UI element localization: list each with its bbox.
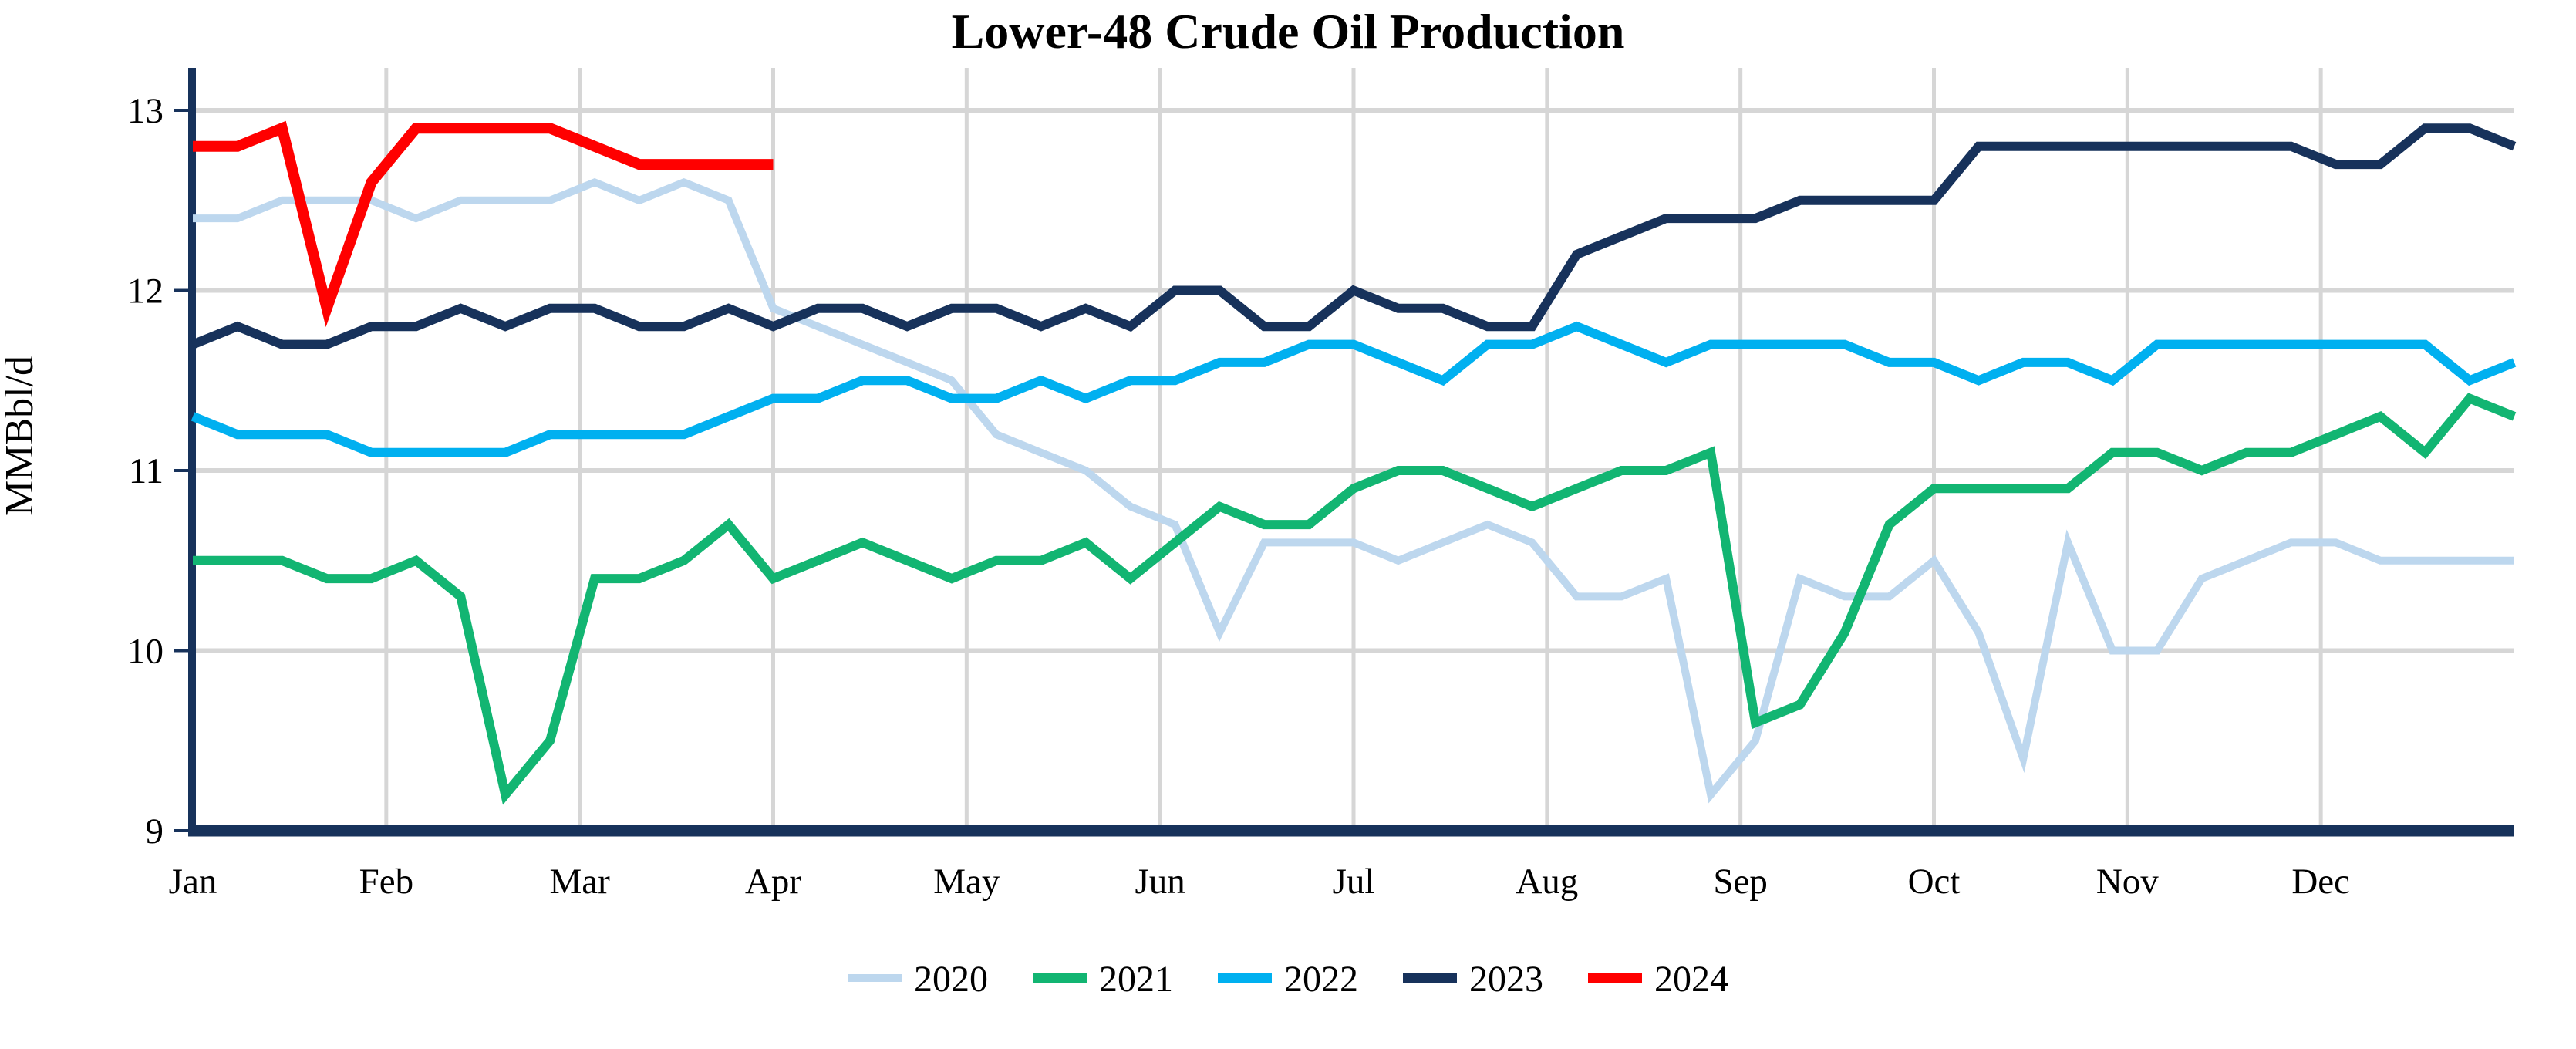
label-layer: Lower-48 Crude Oil Production MMBbl/d 13…: [0, 4, 2350, 902]
legend: 2020 2021 2022 2023 2024: [848, 959, 1728, 1000]
legend-item-2022: 2022: [1218, 959, 1358, 1000]
x-tick-label-Jul: Jul: [1333, 862, 1375, 902]
legend-item-2023: 2023: [1403, 959, 1543, 1000]
series-line-2020: [193, 178, 2514, 804]
y-tick-label-9: 9: [146, 811, 164, 852]
y-tick-label-13: 13: [127, 91, 164, 131]
x-tick-label-Jan: Jan: [169, 862, 217, 902]
legend-label-2021: 2021: [1099, 959, 1173, 1000]
series-line-2023: [191, 123, 2517, 349]
series-line-2024: [193, 120, 774, 328]
series-line-2021: [193, 393, 2517, 805]
legend-item-2020: 2020: [848, 959, 988, 1000]
x-tick-label-Oct: Oct: [1908, 862, 1961, 902]
grid-layer: [193, 68, 2514, 831]
x-tick-label-Feb: Feb: [359, 862, 414, 902]
x-tick-label-Mar: Mar: [550, 862, 611, 902]
legend-label-2022: 2022: [1284, 959, 1358, 1000]
x-tick-label-Sep: Sep: [1713, 862, 1768, 902]
legend-item-2021: 2021: [1033, 959, 1173, 1000]
chart-title: Lower-48 Crude Oil Production: [952, 4, 1625, 59]
y-tick-label-12: 12: [127, 272, 164, 312]
legend-item-2024: 2024: [1588, 959, 1728, 1000]
series-layer: [191, 120, 2517, 805]
axis-layer: [174, 68, 2514, 837]
series-line-2022: [191, 321, 2517, 457]
x-tick-label-Jun: Jun: [1135, 862, 1185, 902]
y-axis-title: MMBbl/d: [0, 356, 42, 516]
y-tick-label-11: 11: [129, 451, 164, 491]
legend-label-2020: 2020: [914, 959, 988, 1000]
x-tick-label-Aug: Aug: [1516, 862, 1578, 902]
legend-label-2023: 2023: [1469, 959, 1543, 1000]
x-tick-label-Nov: Nov: [2096, 862, 2159, 902]
x-tick-label-Dec: Dec: [2291, 862, 2350, 902]
x-tick-label-May: May: [933, 862, 1000, 902]
x-tick-label-Apr: Apr: [745, 862, 801, 902]
y-tick-label-10: 10: [127, 632, 164, 672]
legend-label-2024: 2024: [1654, 959, 1728, 1000]
